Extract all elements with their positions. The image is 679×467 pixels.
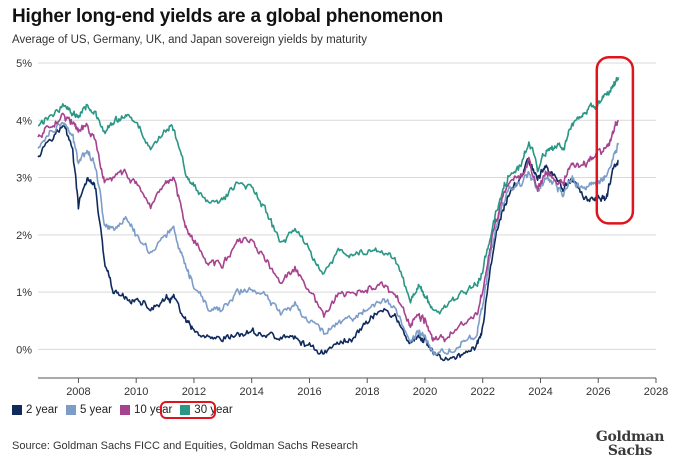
legend-item-5-year: 5 year <box>65 404 112 416</box>
line-chart: 0% 1% 2% 3% 4% 5% 2008 2010 2012 2014 2016 2018 2020… <box>16 56 668 395</box>
y-tick-label: 0% <box>16 344 32 356</box>
x-tick-label: 2016 <box>297 386 321 395</box>
legend-label-2-year: 2 year <box>26 404 58 416</box>
legend-swatch-10-year <box>119 405 130 415</box>
series-line-5-year <box>37 121 620 356</box>
y-tick-label: 3% <box>16 173 32 185</box>
x-tick-label: 2026 <box>586 386 610 395</box>
source-note: Source: Goldman Sachs FICC and Equities,… <box>12 440 359 452</box>
recent-data-highlight-box <box>595 56 635 225</box>
y-tick-label: 1% <box>16 287 32 299</box>
chart-subtitle: Average of US, Germany, UK, and Japan so… <box>12 34 367 46</box>
series-line-10-year <box>37 112 620 343</box>
logo-line-1: Goldman <box>595 429 665 445</box>
legend-swatch-2-year <box>12 405 22 415</box>
y-tick-label: 4% <box>16 115 32 127</box>
x-tick-label: 2024 <box>528 386 552 395</box>
series-line-2-year <box>37 125 619 362</box>
x-tick-label: 2018 <box>355 386 379 395</box>
legend-label-5-year: 5 year <box>79 404 112 416</box>
x-tick-label: 2028 <box>644 386 668 395</box>
x-tick-label: 2010 <box>124 386 148 395</box>
x-tick-label: 2008 <box>66 386 90 395</box>
legend-item-2-year: 2 year <box>12 404 58 416</box>
y-tick-label: 5% <box>16 58 32 70</box>
x-tick-label: 2022 <box>470 386 494 395</box>
legend-swatch-30-year <box>180 405 191 415</box>
logo-line-2: Sachs <box>607 443 653 459</box>
legend-item-30-year: 30 year <box>180 404 233 416</box>
y-tick-label: 2% <box>16 230 32 242</box>
x-tick-label: 2012 <box>182 386 206 395</box>
legend-swatch-5-year <box>65 405 76 415</box>
x-tick-label: 2014 <box>239 386 263 395</box>
legend-label-30-year: 30 year <box>194 404 233 416</box>
x-tick-label: 2020 <box>413 386 437 395</box>
series-line-30-year <box>37 76 620 315</box>
legend-highlight-box <box>160 401 216 419</box>
chart-title: Higher long-end yields are a global phen… <box>12 6 444 27</box>
goldman-sachs-logo: Goldman Sachs <box>595 430 665 458</box>
